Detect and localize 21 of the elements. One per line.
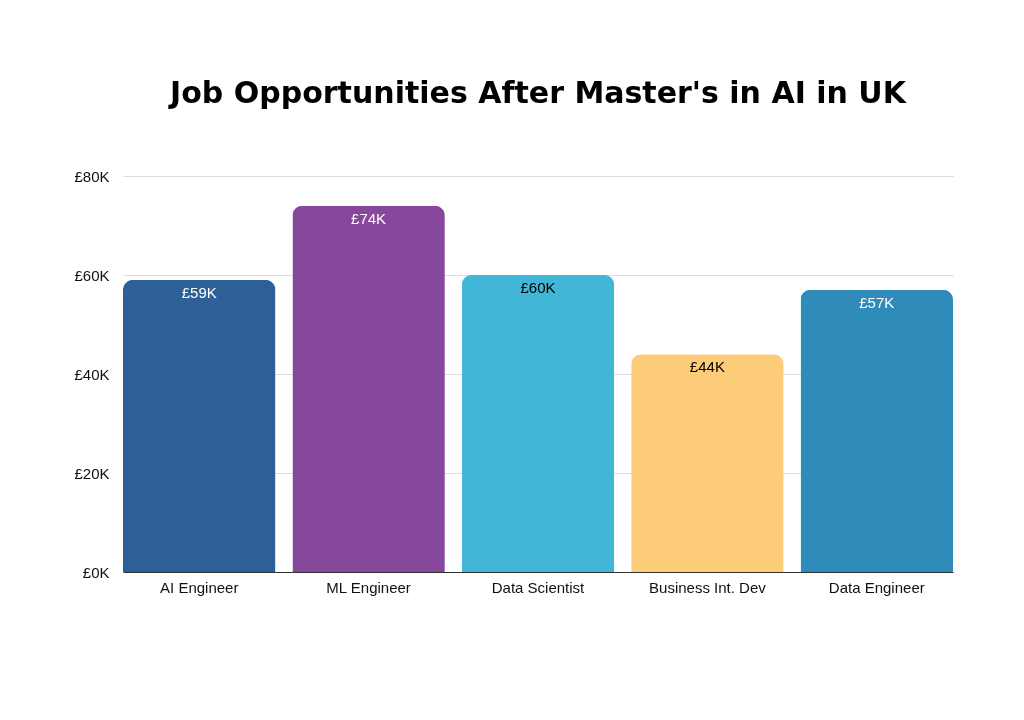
- y-tick-label: £80K: [74, 167, 110, 185]
- bar: [631, 354, 784, 572]
- x-tick-label: ML Engineer: [326, 578, 411, 596]
- data-label: £74K: [351, 209, 387, 227]
- y-tick-label: £60K: [74, 266, 110, 284]
- bar: [123, 279, 276, 572]
- y-tick-label: £0K: [82, 563, 110, 581]
- x-tick-label: Business Int. Dev: [649, 578, 767, 596]
- data-label: £60K: [520, 279, 556, 296]
- x-tick-label: Data Engineer: [828, 578, 925, 596]
- data-label: £57K: [859, 293, 895, 311]
- x-tick-label: AI Engineer: [160, 578, 239, 596]
- bar: [292, 205, 445, 572]
- y-tick-label: £20K: [74, 464, 110, 482]
- x-tick-label: Data Scientist: [491, 578, 586, 596]
- bar: [461, 275, 615, 572]
- chart-title: Job Opportunities After Master's in AI in UK: [168, 75, 908, 110]
- y-tick-label: £40K: [74, 365, 110, 383]
- data-label: £59K: [181, 283, 217, 301]
- bar: [800, 289, 953, 572]
- data-label: £44K: [689, 358, 725, 376]
